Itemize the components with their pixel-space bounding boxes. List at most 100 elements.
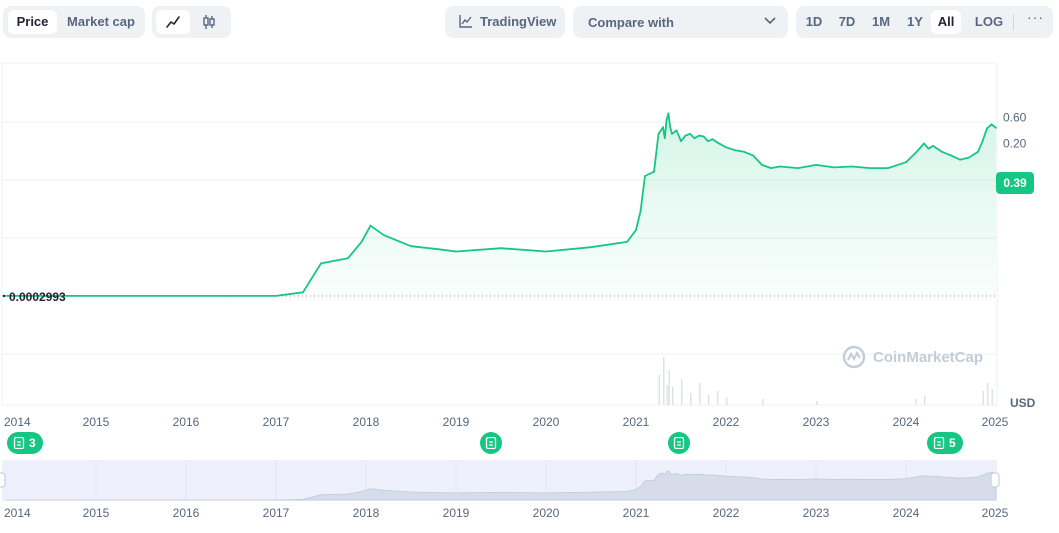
tab-market-cap[interactable]: Market cap <box>67 14 135 29</box>
price-point <box>797 167 799 170</box>
range-all-button[interactable]: All <box>931 10 961 34</box>
log-scale-button[interactable]: LOG <box>974 14 1004 29</box>
more-options-button[interactable]: ··· <box>1027 9 1044 25</box>
tradingview-button[interactable]: TradingView <box>445 6 565 38</box>
price-point <box>50 295 52 297</box>
navigator-x-tick-label: 2020 <box>533 506 560 520</box>
news-marker-2014[interactable]: 3 <box>7 432 43 454</box>
line-chart-button[interactable] <box>156 10 190 34</box>
data-type-toggle: Price Market cap <box>3 6 145 38</box>
baseline-value-label: 0.0002993 <box>9 290 66 304</box>
volume-bar <box>924 396 926 405</box>
line-chart-icon <box>166 16 180 28</box>
price-point <box>932 145 934 147</box>
price-point <box>887 167 889 170</box>
price-point <box>369 224 372 227</box>
price-point <box>734 149 736 152</box>
compare-with-label: Compare with <box>588 15 674 30</box>
volume-bar <box>982 391 984 405</box>
price-point <box>665 118 668 121</box>
x-tick-label: 2023 <box>803 415 830 429</box>
candlestick-icon <box>203 15 215 29</box>
coinmarketcap-logo-icon <box>842 345 866 369</box>
price-point <box>275 295 277 297</box>
price-point <box>675 129 678 132</box>
price-point <box>662 126 664 129</box>
tradingview-label: TradingView <box>480 14 557 29</box>
price-point <box>657 133 660 135</box>
price-point <box>639 210 642 213</box>
volume-bar <box>681 379 683 405</box>
volume-bar <box>672 387 674 405</box>
price-point <box>360 241 363 243</box>
price-point <box>914 152 916 155</box>
price-point <box>693 137 696 140</box>
price-point <box>635 229 637 231</box>
price-point <box>941 150 943 153</box>
navigator-left-handle <box>0 472 6 488</box>
volume-bar <box>699 383 701 405</box>
price-point <box>905 161 907 164</box>
price-point <box>320 262 322 265</box>
price-point <box>927 147 930 150</box>
volume-bar <box>717 391 719 405</box>
x-tick-label: 2025 <box>982 415 1009 429</box>
price-point <box>815 164 817 166</box>
news-marker-2021[interactable] <box>668 432 690 454</box>
price-point <box>5 295 7 297</box>
price-point <box>743 150 745 153</box>
x-tick-label: 2024 <box>893 415 920 429</box>
price-point <box>230 295 232 297</box>
price-point <box>545 250 547 253</box>
compare-with-dropdown[interactable]: Compare with <box>573 6 788 38</box>
candlestick-button[interactable] <box>192 10 226 34</box>
navigator-x-tick-label: 2016 <box>173 506 200 520</box>
x-tick-label: 2018 <box>353 415 380 429</box>
volume-bar <box>991 389 993 405</box>
price-point <box>410 245 412 248</box>
news-count: 3 <box>29 436 36 450</box>
price-point <box>663 137 666 140</box>
volume-bar <box>708 395 710 405</box>
price-point <box>653 170 655 173</box>
navigator-x-tick-label: 2015 <box>83 506 110 520</box>
price-point <box>833 166 835 169</box>
price-point <box>761 164 763 166</box>
x-tick-label: 2016 <box>173 415 200 429</box>
price-point <box>671 133 673 135</box>
price-point <box>185 295 187 297</box>
navigator-x-tick-label: 2023 <box>803 506 830 520</box>
volume-bar <box>690 393 692 405</box>
x-tick-label: 2014 <box>4 415 31 429</box>
range-navigator[interactable] <box>0 460 1000 501</box>
news-marker-2024[interactable]: 5 <box>927 432 963 454</box>
price-point <box>923 142 925 145</box>
document-icon <box>673 437 685 449</box>
navigator-x-tick-label: 2017 <box>263 506 290 520</box>
volume-bar <box>987 383 989 405</box>
range-1d-button[interactable]: 1D <box>805 14 823 29</box>
price-point <box>869 167 871 170</box>
volume-bar <box>726 397 728 405</box>
range-1y-button[interactable]: 1Y <box>907 14 923 29</box>
price-point <box>981 140 984 143</box>
x-tick-label: 2020 <box>533 415 560 429</box>
range-7d-button[interactable]: 7D <box>838 14 856 29</box>
price-point <box>851 165 853 168</box>
navigator-x-tick-label: 2018 <box>353 506 380 520</box>
price-point <box>684 134 687 137</box>
price-point <box>590 246 592 249</box>
price-point <box>702 135 705 138</box>
tab-price[interactable]: Price <box>8 10 57 34</box>
volume-bar <box>658 375 660 405</box>
navigator-x-tick-label: 2014 <box>4 506 31 520</box>
price-point <box>770 167 772 170</box>
news-marker-2019[interactable] <box>480 432 502 454</box>
navigator-x-tick-label: 2025 <box>982 506 1009 520</box>
news-count: 5 <box>949 436 956 450</box>
price-point <box>455 250 457 253</box>
range-1m-button[interactable]: 1M <box>871 14 891 29</box>
volume-bars <box>658 357 993 405</box>
price-point <box>347 257 349 260</box>
